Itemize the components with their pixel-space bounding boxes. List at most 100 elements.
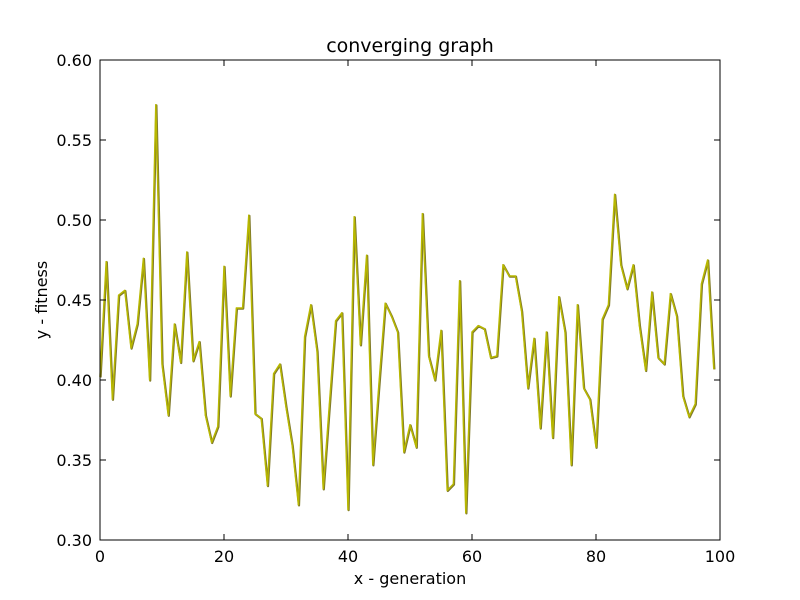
- data-point: [390, 315, 392, 317]
- data-point: [310, 304, 312, 306]
- y-tick-label: 0.60: [56, 51, 92, 70]
- data-point: [545, 331, 548, 333]
- y-tick-label: 0.40: [56, 371, 92, 390]
- y-tick-label: 0.50: [56, 211, 92, 230]
- x-tick-label: 40: [338, 547, 358, 566]
- data-point: [669, 293, 672, 295]
- data-point: [180, 361, 182, 363]
- y-tick-label: 0.45: [56, 291, 92, 310]
- data-point: [607, 304, 610, 306]
- data-point: [527, 387, 529, 389]
- plot-frame: [99, 59, 721, 541]
- data-point: [341, 312, 343, 314]
- data-point: [632, 264, 634, 266]
- data-point: [595, 446, 597, 448]
- data-point: [428, 355, 430, 357]
- data-point: [285, 406, 287, 408]
- data-point: [502, 264, 504, 266]
- data-point: [440, 329, 442, 331]
- data-point: [483, 328, 485, 330]
- data-point: [105, 261, 107, 263]
- data-point: [409, 424, 411, 426]
- data-point: [477, 325, 479, 327]
- y-tick-label: 0.35: [56, 451, 92, 470]
- data-point: [533, 337, 535, 339]
- data-point: [248, 214, 250, 216]
- data-point: [471, 331, 473, 333]
- data-point: [576, 304, 579, 306]
- data-point: [663, 363, 665, 365]
- data-point: [204, 414, 206, 416]
- data-point: [186, 251, 188, 253]
- data-point: [198, 341, 200, 343]
- data-point: [353, 216, 355, 218]
- data-point: [521, 310, 523, 312]
- data-point: [415, 446, 417, 448]
- data-point: [421, 213, 423, 215]
- data-point: [316, 350, 318, 352]
- data-point: [682, 395, 684, 397]
- data-point: [266, 485, 268, 487]
- data-point: [707, 259, 709, 261]
- data-point: [403, 451, 405, 453]
- data-point: [614, 193, 616, 195]
- x-tick-label: 0: [95, 547, 105, 566]
- data-point: [688, 416, 690, 418]
- data-point: [136, 323, 138, 325]
- data-point: [254, 413, 256, 415]
- data-point: [235, 307, 237, 309]
- data-point: [384, 302, 386, 304]
- data-point: [446, 489, 448, 491]
- data-point: [496, 355, 498, 357]
- data-point: [601, 318, 603, 320]
- data-point: [328, 403, 330, 405]
- data-point: [291, 445, 293, 447]
- data-point: [508, 275, 510, 277]
- data-point: [192, 360, 194, 362]
- data-point: [620, 264, 622, 266]
- x-tick-label: 100: [705, 547, 736, 566]
- data-point: [229, 395, 231, 397]
- data-point: [638, 325, 641, 327]
- data-point: [347, 509, 349, 511]
- data-point: [173, 323, 175, 325]
- data-point: [452, 483, 454, 485]
- y-axis-label: y - fitness: [32, 261, 51, 339]
- plot-area: [99, 104, 716, 515]
- data-point: [583, 387, 585, 389]
- data-point: [142, 257, 144, 259]
- data-point: [490, 357, 492, 359]
- data-point: [217, 425, 219, 427]
- data-point: [359, 344, 361, 346]
- data-point: [155, 104, 157, 106]
- data-point: [552, 437, 554, 439]
- data-point: [118, 294, 120, 296]
- data-point: [273, 373, 275, 375]
- series-line: [99, 104, 715, 514]
- data-point: [372, 464, 374, 466]
- data-point: [167, 414, 169, 416]
- x-tick-label: 20: [214, 547, 234, 566]
- data-point: [645, 369, 647, 371]
- data-point: [676, 315, 678, 317]
- data-point: [149, 379, 151, 381]
- x-tick-label: 60: [462, 547, 482, 566]
- data-point: [378, 382, 380, 384]
- data-point: [651, 291, 653, 293]
- data-point: [211, 441, 213, 443]
- x-tick-label: 80: [586, 547, 606, 566]
- data-point: [558, 296, 560, 298]
- data-point: [279, 363, 281, 365]
- data-point: [626, 288, 628, 290]
- data-point: [694, 403, 696, 405]
- chart-title: converging graph: [326, 35, 494, 57]
- data-point: [713, 368, 715, 370]
- data-point: [111, 398, 113, 400]
- data-point: [514, 275, 517, 277]
- data-point: [260, 417, 262, 419]
- data-point: [465, 512, 467, 514]
- y-tick-label: 0.30: [56, 531, 92, 550]
- data-point: [223, 265, 225, 267]
- data-point: [459, 280, 461, 282]
